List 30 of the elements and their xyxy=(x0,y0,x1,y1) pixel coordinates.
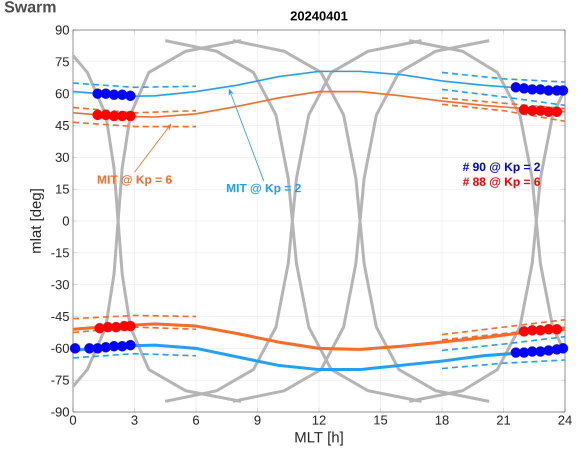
x-tick-label: 18 xyxy=(436,416,449,425)
y-tick-label: -90 xyxy=(51,407,69,417)
y-tick-label: 90 xyxy=(56,25,69,35)
y-axis-title: mlat [deg] xyxy=(30,189,44,253)
chart-subtitle: 20240401 xyxy=(290,11,348,21)
y-tick-label: -30 xyxy=(51,280,69,290)
text: MIT @ Kp = 2 xyxy=(226,184,301,195)
x-tick-label: 24 xyxy=(558,416,572,425)
x-tick-label: 21 xyxy=(496,416,510,425)
x-tick-label: 0 xyxy=(70,416,76,425)
x-tick-label: 6 xyxy=(193,416,200,425)
y-tick-label: -60 xyxy=(51,344,69,353)
x-axis-title: MLT [h] xyxy=(295,432,343,446)
y-tick-label: 30 xyxy=(56,152,69,162)
y-tick-label: 15 xyxy=(56,184,69,194)
x-tick-label: 15 xyxy=(374,416,388,425)
x-tick-label: 9 xyxy=(254,416,260,425)
y-tick-label: 45 xyxy=(55,120,69,130)
y-tick-label: -75 xyxy=(51,376,69,385)
y-tick-label: -45 xyxy=(51,312,69,322)
y-tick-label: -15 xyxy=(51,248,69,258)
text: # 90 @ Kp = 2 xyxy=(462,162,540,174)
y-tick-label: 60 xyxy=(56,89,69,98)
x-tick-label: 12 xyxy=(312,416,326,425)
y-tick-label: 0 xyxy=(62,216,69,226)
text: # 88 @ Kp = 6 xyxy=(462,177,540,188)
chart-title: Swarm xyxy=(4,1,56,12)
text: MIT @ Kp = 6 xyxy=(98,175,172,186)
y-tick-label: 75 xyxy=(56,57,69,66)
x-tick-label: 3 xyxy=(131,416,138,425)
